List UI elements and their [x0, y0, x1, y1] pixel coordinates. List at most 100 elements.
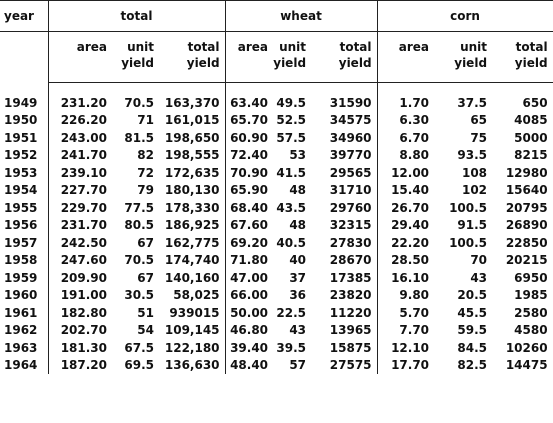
value-cell: 163,370 — [159, 94, 226, 112]
value-cell: 71.80 — [230, 253, 269, 268]
value-cell: 14475 — [492, 356, 553, 374]
value-cell: 57.5 — [276, 130, 307, 145]
value-cell: 75 — [470, 130, 488, 145]
year-cell: 1962 — [0, 321, 49, 339]
value-cell: 181.30 — [60, 340, 107, 355]
value-cell: 136,630 — [159, 356, 226, 374]
value-cell: 70.5 — [124, 253, 154, 268]
year-cell: 1952 — [0, 146, 49, 164]
value-cell: 6.30 — [399, 113, 430, 128]
table-row: 1960 191.00 30.5 58,025 66.00 36 23820 9.80 20.5… — [0, 286, 553, 304]
value-cell: 17385 — [311, 269, 378, 287]
total-group-header: total — [48, 0, 226, 32]
value-cell: 72 — [137, 165, 154, 180]
value-cell: 53 — [289, 148, 307, 163]
value-cell: 67.5 — [124, 340, 154, 355]
value-cell: 15875 — [311, 339, 378, 357]
value-cell: 100.5 — [449, 235, 488, 250]
table-row: 1955 229.70 77.5 178,330 68.40 43.5 29760 26.70… — [0, 199, 553, 217]
value-cell: 93.5 — [457, 148, 488, 163]
value-cell: 26890 — [492, 216, 553, 234]
value-cell: 10260 — [492, 339, 553, 357]
value-cell: 49.5 — [276, 95, 307, 110]
subheader-cell: area — [398, 40, 430, 54]
value-cell: 34960 — [311, 129, 378, 147]
value-cell: 91.5 — [457, 218, 488, 233]
value-cell: 242.50 — [60, 235, 107, 250]
year-cell: 1949 — [0, 94, 49, 112]
value-cell: 247.60 — [60, 253, 107, 268]
value-cell: 48 — [289, 218, 307, 233]
table-row: 1961 182.80 51 939015 50.00 22.5 11220 5.70 45.5… — [0, 304, 553, 322]
value-cell: 37 — [289, 270, 307, 285]
value-cell: 72.40 — [230, 148, 269, 163]
value-cell: 209.90 — [60, 270, 107, 285]
value-cell: 102 — [461, 183, 488, 198]
value-cell: 43 — [470, 270, 488, 285]
value-cell: 39.5 — [276, 340, 307, 355]
value-cell: 46.80 — [230, 323, 269, 338]
value-cell: 43 — [289, 323, 307, 338]
value-cell: 198,555 — [159, 146, 226, 164]
value-cell: 80.5 — [124, 218, 154, 233]
value-cell: 30.5 — [124, 288, 154, 303]
subheader-cell: total — [311, 31, 378, 55]
value-cell: 70 — [470, 253, 488, 268]
value-cell: 54 — [137, 323, 154, 338]
value-cell: 186,925 — [159, 216, 226, 234]
value-cell: 69.20 — [230, 235, 269, 250]
value-cell: 29760 — [311, 199, 378, 217]
value-cell: 31710 — [311, 181, 378, 199]
table-row: 1951 243.00 81.5 198,650 60.90 57.5 34960 6.70 7… — [0, 129, 553, 147]
value-cell: 67.60 — [230, 218, 269, 233]
year-cell: 1953 — [0, 164, 49, 182]
table-row: 1949 231.20 70.5 163,370 63.40 49.5 31590 1.70 3… — [0, 94, 553, 112]
value-cell: 122,180 — [159, 339, 226, 357]
year-cell: 1950 — [0, 111, 49, 129]
value-cell: 140,160 — [159, 269, 226, 287]
value-cell: 59.5 — [457, 323, 488, 338]
table-row: 1962 202.70 54 109,145 46.80 43 13965 7.70 59.5 4… — [0, 321, 553, 339]
subheader-cell: unit — [460, 40, 488, 54]
subheader-cell: total — [159, 31, 226, 55]
value-cell: 16.10 — [391, 270, 430, 285]
value-cell: 108 — [461, 165, 488, 180]
value-cell: 161,015 — [159, 111, 226, 129]
subheader-row-bottom: yield yield yield yield yield yield — [0, 55, 553, 83]
value-cell: 47.00 — [230, 270, 269, 285]
value-cell: 22850 — [492, 234, 553, 252]
value-cell: 15.40 — [391, 183, 430, 198]
table-row: 1952 241.70 82 198,555 72.40 53 39770 8.80 93.5 8… — [0, 146, 553, 164]
value-cell: 650 — [492, 94, 553, 112]
year-cell: 1964 — [0, 356, 49, 374]
value-cell: 40 — [289, 253, 307, 268]
subheader-cell — [377, 55, 435, 83]
year-header: year — [0, 0, 49, 32]
table-row: 1964 187.20 69.5 136,630 48.40 57 27575 17.70 82… — [0, 356, 553, 374]
value-cell: 45.5 — [457, 305, 488, 320]
value-cell: 82 — [137, 148, 154, 163]
table-row: 1958 247.60 70.5 174,740 71.80 40 28670 28.50 70… — [0, 251, 553, 269]
value-cell: 939015 — [159, 304, 226, 322]
wheat-group-header: wheat — [225, 0, 378, 32]
value-cell: 202.70 — [60, 323, 107, 338]
subheader-cell: area — [237, 40, 269, 54]
value-cell: 50.00 — [230, 305, 269, 320]
value-cell: 48.40 — [230, 358, 269, 373]
value-cell: 69.5 — [124, 358, 154, 373]
year-subheader-empty — [0, 31, 49, 83]
table-row: 1954 227.70 79 180,130 65.90 48 31710 15.40 102 1… — [0, 181, 553, 199]
value-cell: 8215 — [492, 146, 553, 164]
year-cell: 1951 — [0, 129, 49, 147]
value-cell: 191.00 — [60, 288, 107, 303]
data-table: year total wheat corn area unit total ar… — [0, 0, 553, 374]
subheader-cell: yield — [273, 55, 312, 83]
table-row: 1953 239.10 72 172,635 70.90 41.5 29565 12.00 10… — [0, 164, 553, 182]
value-cell: 68.40 — [230, 200, 269, 215]
value-cell: 31590 — [311, 94, 378, 112]
value-cell: 43.5 — [276, 200, 307, 215]
value-cell: 41.5 — [276, 165, 307, 180]
value-cell: 70.5 — [124, 95, 154, 110]
value-cell: 187.20 — [60, 358, 107, 373]
